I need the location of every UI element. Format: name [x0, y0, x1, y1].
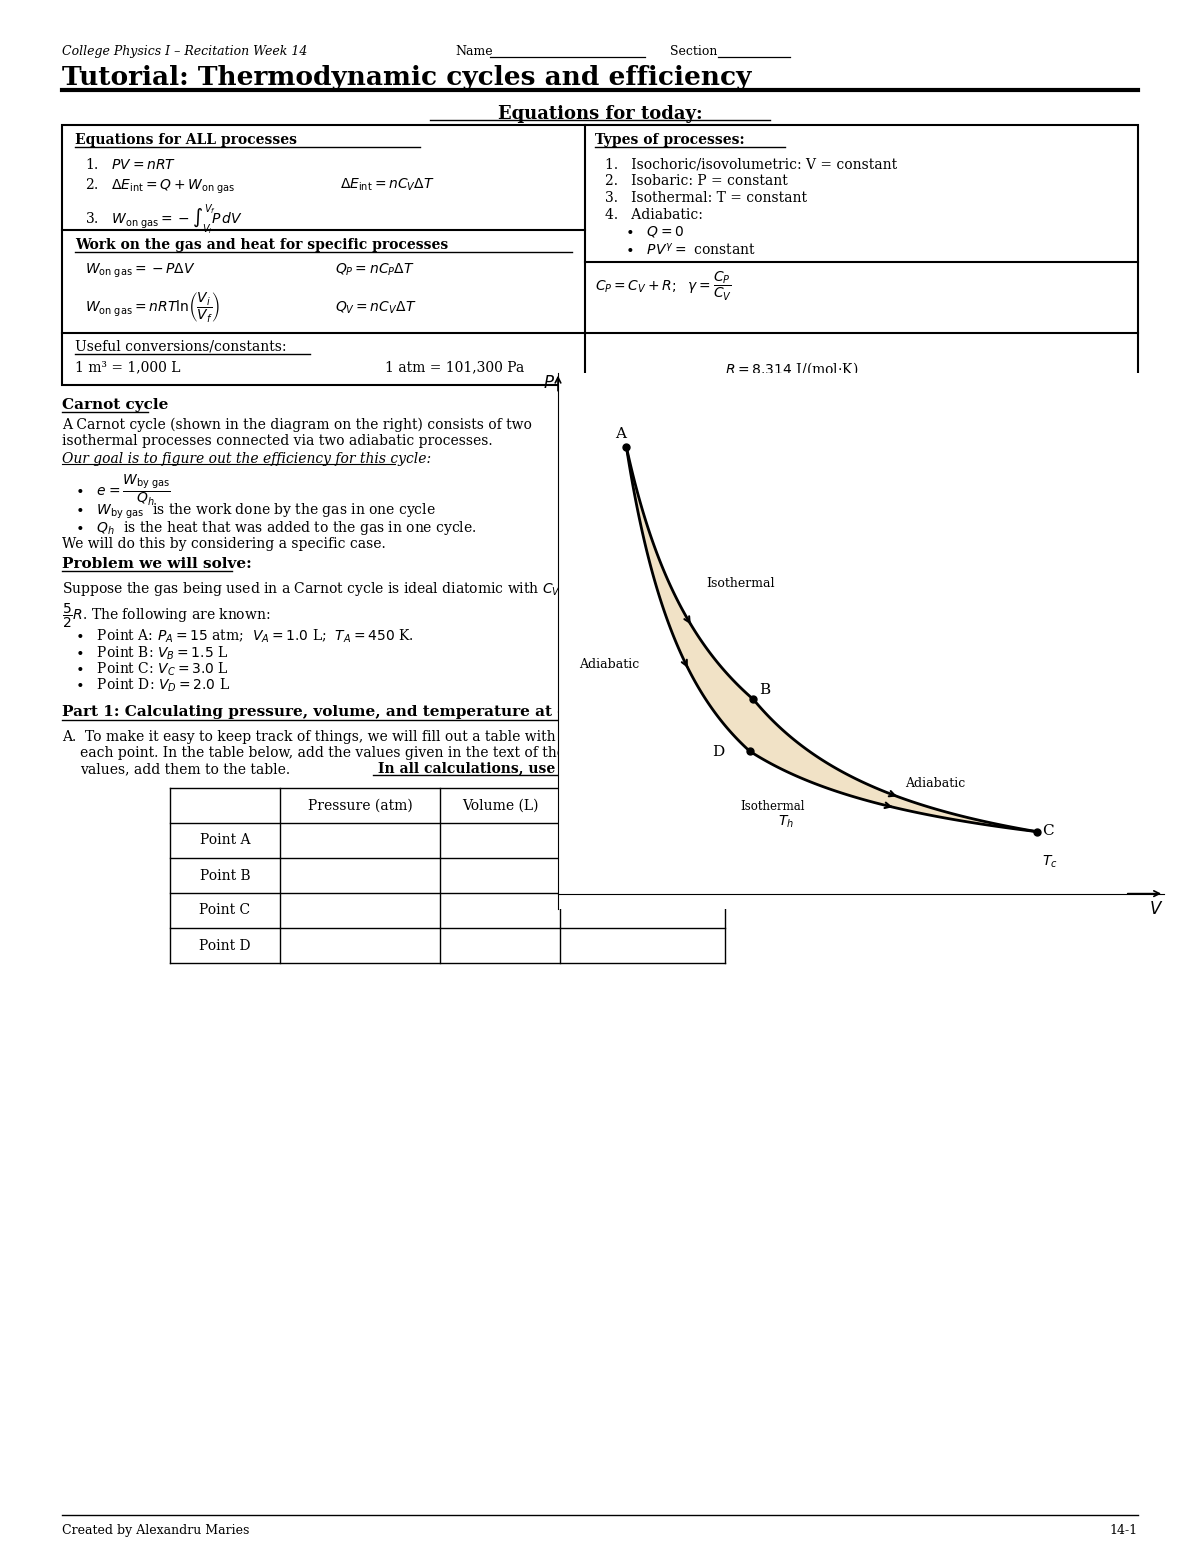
Text: $P$: $P$	[544, 374, 556, 391]
Text: Isothermal: Isothermal	[740, 800, 804, 814]
Text: $T_c$: $T_c$	[1042, 854, 1057, 870]
Text: 3.   Isothermal: T = constant: 3. Isothermal: T = constant	[605, 191, 808, 205]
Text: College Physics I – Recitation Week 14: College Physics I – Recitation Week 14	[62, 45, 307, 57]
Text: Types of processes:: Types of processes:	[595, 134, 745, 148]
Text: $\Delta E_{\rm int} = nC_V\Delta T$: $\Delta E_{\rm int} = nC_V\Delta T$	[340, 177, 434, 194]
Text: $\dfrac{5}{2}R$. The following are known:: $\dfrac{5}{2}R$. The following are known…	[62, 603, 270, 631]
Text: B: B	[760, 683, 770, 697]
Text: In all calculations, use three significant figures.: In all calculations, use three significa…	[373, 763, 755, 776]
Text: 1 atm = 101,300 Pa: 1 atm = 101,300 Pa	[385, 360, 524, 374]
Text: 2.   Isobaric: P = constant: 2. Isobaric: P = constant	[605, 174, 787, 188]
Text: Useful conversions/constants:: Useful conversions/constants:	[74, 340, 287, 354]
Text: Adiabatic: Adiabatic	[905, 776, 965, 790]
Text: Section: Section	[670, 45, 718, 57]
Text: Point D: Point D	[199, 938, 251, 952]
Text: We will do this by considering a specific case.: We will do this by considering a specifi…	[62, 537, 385, 551]
Text: 1.   $PV = nRT$: 1. $PV = nRT$	[85, 157, 176, 172]
Text: Carnot cycle: Carnot cycle	[62, 398, 168, 412]
Text: D: D	[713, 744, 725, 758]
Text: Created by Alexandru Maries: Created by Alexandru Maries	[62, 1523, 250, 1537]
Text: Isothermal: Isothermal	[707, 578, 775, 590]
Text: isothermal processes connected via two adiabatic processes.: isothermal processes connected via two a…	[62, 433, 493, 447]
Text: $W_{\rm on\ gas} = -P\Delta V$: $W_{\rm on\ gas} = -P\Delta V$	[85, 262, 196, 280]
Text: 3.   $W_{\rm on\ gas} = -\int_{V_i}^{V_f}\!P\,dV$: 3. $W_{\rm on\ gas} = -\int_{V_i}^{V_f}\…	[85, 202, 242, 236]
Text: $\bullet$   $PV^\gamma = $ constant: $\bullet$ $PV^\gamma = $ constant	[625, 242, 756, 258]
Text: Name: Name	[455, 45, 493, 57]
Text: Pressure (atm): Pressure (atm)	[307, 798, 413, 812]
Text: values, add them to the table.: values, add them to the table.	[80, 763, 290, 776]
Text: $\bullet$   Point D: $V_D = 2.0$ L: $\bullet$ Point D: $V_D = 2.0$ L	[74, 677, 230, 694]
Bar	[62, 124, 1138, 385]
Text: Work on the gas and heat for specific processes: Work on the gas and heat for specific pr…	[74, 238, 449, 252]
Text: Tutorial: Thermodynamic cycles and efficiency: Tutorial: Thermodynamic cycles and effic…	[62, 65, 751, 90]
Text: Suppose the gas being used in a Carnot cycle is ideal diatomic with $C_V =$: Suppose the gas being used in a Carnot c…	[62, 579, 574, 598]
Text: $T_h$: $T_h$	[778, 814, 794, 829]
Text: $\bullet$   Point A: $P_A = 15$ atm;  $V_A = 1.0$ L;  $T_A = 450$ K.: $\bullet$ Point A: $P_A = 15$ atm; $V_A …	[74, 627, 414, 646]
Text: 1 m³ = 1,000 L: 1 m³ = 1,000 L	[74, 360, 180, 374]
Text: A: A	[614, 427, 625, 441]
Text: $\bullet$   Point B: $V_B = 1.5$ L: $\bullet$ Point B: $V_B = 1.5$ L	[74, 644, 228, 663]
Text: Part 1: Calculating pressure, volume, and temperature at each point in the cycle: Part 1: Calculating pressure, volume, an…	[62, 705, 756, 719]
Text: 4.   Adiabatic:: 4. Adiabatic:	[605, 208, 703, 222]
Polygon shape	[626, 447, 1037, 832]
Text: Adiabatic: Adiabatic	[580, 658, 640, 671]
Text: $V$: $V$	[1150, 901, 1164, 918]
Text: 1.   Isochoric/isovolumetric: V = constant: 1. Isochoric/isovolumetric: V = constant	[605, 157, 898, 171]
Text: Our goal is to figure out the efficiency for this cycle:: Our goal is to figure out the efficiency…	[62, 452, 431, 466]
Text: $R = 8.314$ J/(mol$\cdot$K): $R = 8.314$ J/(mol$\cdot$K)	[725, 360, 858, 379]
Text: Volume (L): Volume (L)	[462, 798, 539, 812]
Text: $\bullet$   Point C: $V_C = 3.0$ L: $\bullet$ Point C: $V_C = 3.0$ L	[74, 662, 229, 679]
Text: Equations for today:: Equations for today:	[498, 106, 702, 123]
Text: $\bullet$   $e = \dfrac{W_{\rm by\ gas}}{Q_h}$: $\bullet$ $e = \dfrac{W_{\rm by\ gas}}{Q…	[74, 474, 170, 508]
Text: Point A: Point A	[199, 834, 251, 848]
Text: $W_{\rm on\ gas} = nRT\ln\!\left(\dfrac{V_i}{V_f}\right)$: $W_{\rm on\ gas} = nRT\ln\!\left(\dfrac{…	[85, 290, 221, 325]
Text: Point B: Point B	[199, 868, 251, 882]
Text: $\bullet$   $W_{\rm by\ gas}$  is the work done by the gas in one cycle: $\bullet$ $W_{\rm by\ gas}$ is the work …	[74, 502, 436, 522]
Text: A Carnot cycle (shown in the diagram on the right) consists of two: A Carnot cycle (shown in the diagram on …	[62, 418, 532, 432]
Text: 14-1: 14-1	[1110, 1523, 1138, 1537]
Text: $\bullet$   $Q = 0$: $\bullet$ $Q = 0$	[625, 224, 685, 239]
Text: C: C	[1042, 823, 1054, 837]
Text: Temperature (K): Temperature (K)	[584, 798, 701, 812]
Text: A.  To make it easy to keep track of things, we will fill out a table with the p: A. To make it easy to keep track of thin…	[62, 730, 856, 744]
Text: $Q_V = nC_V\Delta T$: $Q_V = nC_V\Delta T$	[335, 300, 416, 317]
Text: Problem we will solve:: Problem we will solve:	[62, 558, 252, 572]
Text: $\bullet$   $Q_h$  is the heat that was added to the gas in one cycle.: $\bullet$ $Q_h$ is the heat that was add…	[74, 519, 476, 537]
Text: each point. In the table below, add the values given in the text of the problem.: each point. In the table below, add the …	[80, 745, 827, 759]
Text: Equations for ALL processes: Equations for ALL processes	[74, 134, 298, 148]
Text: $C_P = C_V + R;\ \ \gamma = \dfrac{C_P}{C_V}$: $C_P = C_V + R;\ \ \gamma = \dfrac{C_P}{…	[595, 270, 732, 303]
Text: Point C: Point C	[199, 904, 251, 918]
Text: $Q_P = nC_P\Delta T$: $Q_P = nC_P\Delta T$	[335, 262, 415, 278]
Text: 2.   $\Delta E_{\rm int} = Q + W_{\rm on\ gas}$: 2. $\Delta E_{\rm int} = Q + W_{\rm on\ …	[85, 177, 235, 196]
